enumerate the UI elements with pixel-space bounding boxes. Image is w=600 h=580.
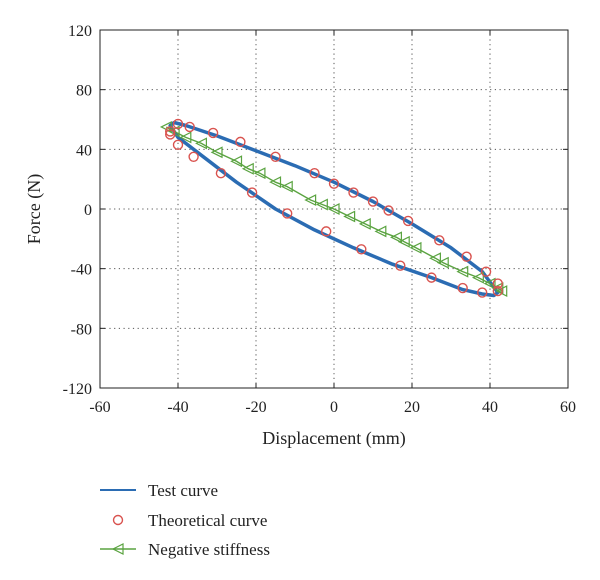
- theoretical-curve-point: [457, 282, 468, 294]
- theoretical-curve-point: [426, 272, 437, 283]
- negative-stiffness-point: [358, 217, 371, 230]
- y-tick-label: -120: [63, 381, 92, 398]
- legend-marker: [111, 543, 124, 555]
- theoretical-curve-point: [207, 127, 219, 139]
- negative-stiffness-point: [429, 252, 441, 265]
- negative-stiffness-point: [397, 235, 410, 248]
- y-axis-label: Force (N): [24, 174, 45, 244]
- negative-stiffness-point: [179, 131, 192, 144]
- theoretical-curve-point: [356, 244, 367, 255]
- legend-swatch-theoretical-curve: [112, 514, 124, 526]
- theoretical-curve-point: [188, 151, 199, 162]
- y-tick-label: 120: [68, 23, 92, 40]
- x-tick-label: 0: [330, 399, 338, 416]
- legend-label-negative-stiffness: Negative stiffness: [148, 540, 270, 559]
- negative-stiffness-point: [230, 155, 243, 168]
- negative-stiffness-point: [436, 256, 449, 269]
- series-layer: [159, 118, 508, 298]
- negative-stiffness-point: [195, 137, 207, 150]
- theoretical-curve-point: [492, 278, 503, 289]
- negative-stiffness-point: [269, 176, 282, 189]
- theoretical-curve-point: [309, 167, 320, 179]
- negative-stiffness-point: [390, 231, 402, 244]
- negative-stiffness-point: [483, 277, 496, 290]
- y-tick-label: 0: [84, 202, 92, 219]
- theoretical-curve-point: [492, 285, 503, 297]
- theoretical-curve-point: [434, 235, 445, 246]
- theoretical-curve-point: [235, 136, 246, 148]
- negative-stiffness-point: [456, 265, 469, 278]
- negative-stiffness-point: [304, 194, 317, 207]
- x-tick-label: 20: [404, 399, 420, 416]
- legend-label-theoretical-curve: Theoretical curve: [148, 511, 267, 530]
- theoretical-curve-point: [282, 208, 293, 219]
- y-tick-label: -80: [71, 321, 92, 338]
- theoretical-curve-point: [246, 187, 258, 198]
- theoretical-curve-point: [402, 215, 414, 227]
- series-negative-stiffness: [165, 126, 503, 292]
- x-axis-label: Displacement (mm): [262, 428, 405, 449]
- theoretical-curve-point: [164, 129, 176, 140]
- theoretical-curve-point: [270, 151, 281, 162]
- x-tick-label: -60: [89, 399, 110, 416]
- legend-swatch-negative-stiffness: [100, 543, 136, 555]
- x-tick-label: 40: [482, 399, 498, 416]
- negative-stiffness-point: [241, 162, 254, 175]
- negative-stiffness-point: [327, 203, 340, 215]
- negative-stiffness-point: [280, 180, 293, 193]
- legend-item-test-curve: Test curve: [100, 481, 218, 500]
- legend-item-theoretical-curve: Theoretical curve: [112, 511, 267, 530]
- theoretical-curve-point: [348, 187, 359, 198]
- negative-stiffness-point: [253, 167, 266, 180]
- theoretical-curve-point: [480, 266, 492, 277]
- legend-label-test-curve: Test curve: [148, 481, 218, 500]
- x-tick-label: -40: [167, 399, 188, 416]
- x-tick-label: 60: [560, 399, 576, 416]
- theoretical-curve-point: [321, 226, 332, 237]
- negative-stiffness-point: [471, 271, 484, 284]
- negative-stiffness-point: [374, 225, 387, 238]
- negative-stiffness-point: [409, 241, 422, 254]
- theoretical-curve-point: [367, 196, 379, 207]
- negative-stiffness-point: [210, 146, 223, 159]
- axis-ticks: -60 -40 -20 0 20 40 60 120 80 40 0 -40 -80 -120: [63, 23, 576, 416]
- theoretical-curve-point: [477, 287, 488, 298]
- theoretical-curve-point: [383, 205, 394, 216]
- theoretical-curve-point: [328, 178, 340, 189]
- theoretical-curve-point: [395, 260, 406, 271]
- y-tick-label: 40: [76, 142, 92, 159]
- theoretical-curve-point: [184, 121, 195, 133]
- theoretical-curve-point: [172, 139, 184, 151]
- theoretical-curve-point: [461, 251, 472, 262]
- theoretical-curve-point: [164, 126, 176, 137]
- x-tick-label: -20: [245, 399, 266, 416]
- theoretical-curve-point: [172, 118, 184, 130]
- theoretical-curve-point: [215, 167, 227, 179]
- legend-marker: [112, 514, 124, 526]
- y-tick-label: -40: [71, 262, 92, 279]
- negative-stiffness-point: [315, 198, 328, 211]
- legend-item-negative-stiffness: Negative stiffness: [100, 540, 270, 559]
- negative-stiffness-point: [343, 210, 356, 223]
- y-tick-label: 80: [76, 83, 92, 100]
- legend: Test curve Theoretical curve Negative st…: [100, 481, 270, 559]
